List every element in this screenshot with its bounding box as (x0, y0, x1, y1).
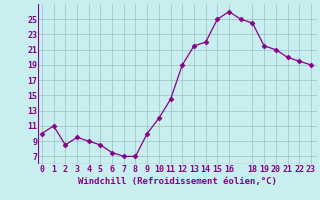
X-axis label: Windchill (Refroidissement éolien,°C): Windchill (Refroidissement éolien,°C) (78, 177, 277, 186)
